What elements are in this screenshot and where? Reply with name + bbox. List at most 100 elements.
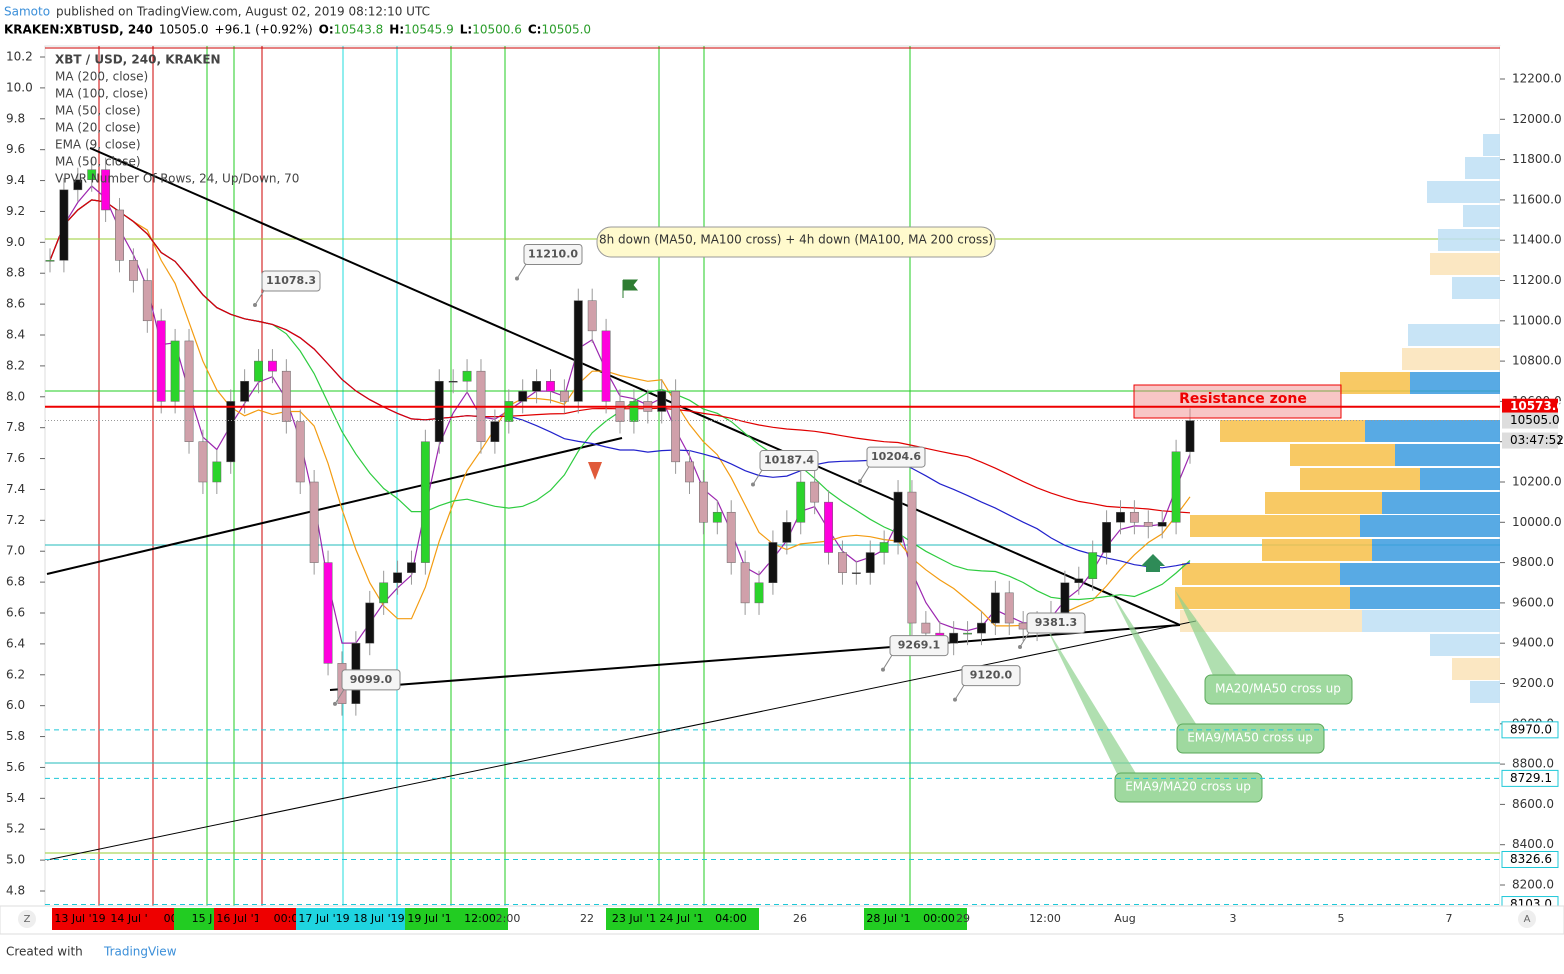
legend-entry: MA (50, close) — [55, 104, 141, 118]
x-tick-label: 3 — [1230, 912, 1237, 925]
y2-tick-label: 5.4 — [6, 791, 25, 805]
axis-button[interactable] — [1518, 910, 1536, 928]
note-label: 11078.3 — [266, 274, 316, 287]
candle — [59, 189, 69, 261]
candle — [726, 511, 736, 563]
cross-note: MA20/MA50 cross up — [1215, 682, 1341, 696]
callout-box — [596, 226, 996, 258]
vp-row — [1182, 563, 1340, 585]
vp-row — [1262, 539, 1372, 561]
x-tick-label: Aug — [1114, 912, 1135, 925]
note-box — [866, 446, 926, 468]
candle — [142, 280, 152, 322]
trend-line — [46, 437, 623, 575]
vp-row — [1483, 134, 1500, 156]
symbol-text: 10545.9 — [404, 23, 454, 37]
y2-tick-label: 6.4 — [6, 636, 25, 650]
candle — [698, 481, 708, 523]
vp-row — [1180, 610, 1362, 632]
flag — [622, 279, 639, 298]
vp-row — [1362, 610, 1500, 632]
x-tick-label: 04:00 — [715, 912, 747, 925]
x-tick-label: 26 — [793, 912, 807, 925]
y-tick-label: 12200.0 — [1512, 72, 1562, 86]
y2-tick-label: 5.8 — [6, 729, 25, 743]
candle — [768, 542, 778, 584]
candle — [949, 632, 959, 644]
symbol-text: 10543.8 — [334, 23, 384, 37]
y2-tick-label: 7.0 — [6, 544, 25, 558]
author: Samoto — [4, 5, 50, 19]
y2-tick-label: 9.8 — [6, 111, 25, 125]
note-box — [341, 669, 401, 691]
candle — [671, 391, 681, 463]
y-tick-label: 11000.0 — [1512, 313, 1562, 327]
vp-row — [1220, 420, 1365, 442]
candle — [754, 582, 764, 604]
axis-bg — [1500, 46, 1564, 906]
vp-row — [1452, 658, 1500, 680]
legend-entry: MA (100, close) — [55, 87, 148, 101]
vp-row — [1463, 205, 1500, 227]
candle — [504, 401, 514, 422]
cross-notes: MA20/MA50 cross up EMA9/MA50 cross up EM… — [1045, 590, 1353, 803]
candle — [1074, 578, 1084, 583]
candle — [490, 421, 500, 442]
candle — [629, 401, 639, 422]
x-label-bg — [351, 908, 407, 930]
y2-tick-label: 7.2 — [6, 513, 25, 527]
vp-row — [1265, 492, 1382, 514]
candle — [1143, 522, 1153, 527]
note-box — [1026, 612, 1086, 634]
cross-note: EMA9/MA50 cross up — [1187, 731, 1313, 745]
symbol-text: 10505.0 — [159, 23, 209, 37]
x-tick-label: 16 Jul '19 — [216, 912, 267, 925]
y2-tick-label: 7.6 — [6, 451, 25, 465]
legend-entry: VPVR Number Of Rows, 24, Up/Down, 70 — [55, 172, 299, 186]
candle — [977, 622, 986, 634]
note-box — [261, 270, 321, 292]
symbol-text: O: — [319, 23, 334, 37]
y-tick-label: 10200.0 — [1512, 475, 1562, 489]
candle — [115, 209, 124, 261]
vp-row — [1300, 468, 1420, 490]
legend-entry: XBT / USD, 240, KRAKEN — [55, 53, 221, 67]
y-tick-label: 9800.0 — [1512, 555, 1554, 569]
y2-tick-label: 9.0 — [6, 235, 25, 249]
created-with: Created with — [6, 945, 83, 959]
y-tick-label: 8400.0 — [1512, 837, 1554, 851]
candle — [323, 562, 333, 664]
candle — [1157, 522, 1167, 527]
price-badge — [1501, 769, 1559, 787]
legend-entry: MA (20, close) — [55, 121, 141, 135]
y2-tick-label: 8.2 — [6, 358, 25, 372]
vp-row — [1395, 444, 1500, 466]
y-tick-label: 8600.0 — [1512, 797, 1554, 811]
candle — [101, 169, 111, 211]
y2-tick-label: 5.2 — [6, 822, 25, 836]
candle — [1060, 582, 1070, 614]
y2-tick-label: 7.4 — [6, 482, 25, 496]
y2-tick-label: 7.8 — [6, 420, 25, 434]
note-leader — [516, 262, 528, 279]
candle — [268, 360, 277, 372]
price-badge — [1502, 398, 1558, 415]
x-tick-label: 2:00 — [496, 912, 521, 925]
candle — [1088, 552, 1098, 579]
countdown-bg — [1502, 432, 1558, 449]
vp-row — [1175, 587, 1350, 609]
note-box — [523, 243, 583, 265]
y-tick-label: 8800.0 — [1512, 757, 1554, 771]
y-tick-label: 11600.0 — [1512, 192, 1562, 206]
y-tick-label: 11800.0 — [1512, 152, 1562, 166]
vp-row — [1438, 229, 1500, 251]
axis-button[interactable] — [18, 910, 36, 928]
candle — [407, 562, 416, 573]
x-label-bg — [657, 908, 713, 930]
vp-row — [1340, 372, 1410, 394]
vp-row — [1430, 253, 1500, 275]
candle — [1185, 420, 1195, 453]
x-tick-label: 00:00 — [923, 912, 955, 925]
x-tick-label: 23 Jul '1 — [612, 912, 656, 925]
candle — [156, 320, 166, 402]
